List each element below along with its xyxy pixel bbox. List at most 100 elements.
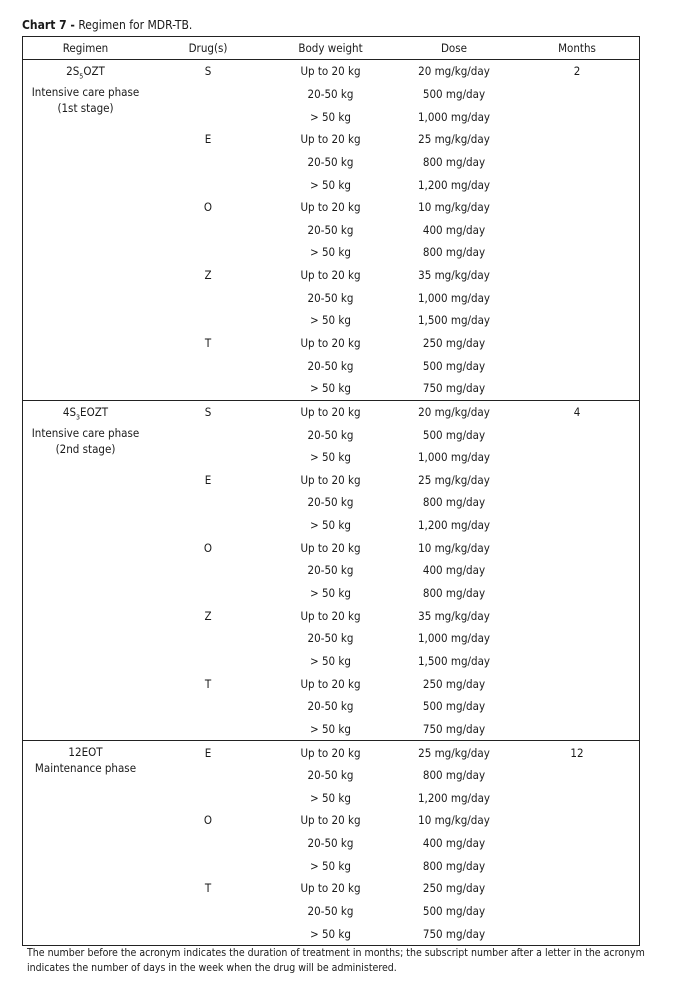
table-row: 20-50 kg 800 mg/day [23,764,639,787]
table-row: > 50 kg 1,200 mg/day [23,514,639,537]
months-cell: 4 [573,404,581,419]
table-row: > 50 kg 750 mg/day [23,377,639,400]
dose-cell: 20 mg/kg/day [418,64,490,79]
drug-cell: E [204,745,212,760]
months-cell: 12 [570,745,584,760]
table-row: 20-50 kg 1,000 mg/day [23,286,639,309]
drug-cell: E [204,472,212,487]
body-weight-cell: 20-50 kg [307,358,354,373]
header-dose: Dose [440,41,468,55]
body-weight-cell: 20-50 kg [307,768,354,783]
regimen-section: 2S5OZT Intensive care phase (1st stage) S Up… [23,60,639,401]
table-row: 20-50 kg 400 mg/day [23,559,639,582]
body-weight-cell: 20-50 kg [307,631,354,646]
dose-cell: 400 mg/day [422,563,486,578]
body-weight-cell: > 50 kg [310,245,351,260]
drug-cell: S [204,64,212,79]
regimen-prefix: 2S [66,64,80,78]
table-row: T Up to 20 kg 250 mg/day [23,877,639,900]
dose-cell: 1,500 mg/day [417,653,491,668]
table-row: Z Up to 20 kg 35 mg/kg/day [23,264,639,287]
dose-cell: 800 mg/day [422,586,486,601]
table-row: E Up to 20 kg 25 mg/kg/day 12 [23,741,639,764]
body-weight-cell: 20-50 kg [307,904,354,919]
dose-cell: 25 mg/kg/day [418,472,490,487]
body-weight-cell: Up to 20 kg [300,132,361,147]
dose-cell: 250 mg/day [422,881,486,896]
dose-cell: 800 mg/day [422,245,486,260]
dose-cell: 25 mg/kg/day [418,132,490,147]
regimen-subscript: 5 [79,72,84,81]
body-weight-cell: 20-50 kg [307,563,354,578]
months-cell: 2 [573,64,581,79]
table-header: Regimen Drug(s) Body weight Dose Months [23,37,639,60]
dose-cell: 1,000 mg/day [417,109,491,124]
body-weight-cell: Up to 20 kg [300,64,361,79]
table-row: > 50 kg 800 mg/day [23,241,639,264]
dose-cell: 500 mg/day [422,427,486,442]
dose-cell: 1,000 mg/day [417,290,491,305]
dose-cell: 750 mg/day [422,721,486,736]
table-row: 20-50 kg 400 mg/day [23,832,639,855]
body-weight-cell: 20-50 kg [307,495,354,510]
dose-cell: 800 mg/day [422,858,486,873]
table-row: T Up to 20 kg 250 mg/day [23,672,639,695]
body-weight-cell: > 50 kg [310,653,351,668]
table-row: > 50 kg 800 mg/day [23,854,639,877]
body-weight-cell: > 50 kg [310,926,351,941]
body-weight-cell: Up to 20 kg [300,745,361,760]
dose-cell: 1,000 mg/day [417,631,491,646]
dose-cell: 250 mg/day [422,336,486,350]
body-weight-cell: > 50 kg [310,109,351,124]
regimen-phase: Maintenance phase [34,761,137,776]
regimen-phase: Intensive care phase [31,425,140,440]
drug-cell: O [203,200,213,215]
header-drugs: Drug(s) [188,41,228,55]
drug-cell: Z [204,268,212,283]
table-row: > 50 kg 1,000 mg/day [23,105,639,128]
body-weight-cell: > 50 kg [310,450,351,465]
body-weight-cell: > 50 kg [310,518,351,533]
body-weight-cell: Up to 20 kg [300,540,361,555]
chart-caption: Regimen for MDR-TB. [78,18,193,32]
drug-cell: T [204,336,212,350]
header-body-weight: Body weight [298,41,363,55]
table-row: > 50 kg 1,200 mg/day [23,787,639,810]
body-weight-cell: > 50 kg [310,177,351,192]
table-row: T Up to 20 kg 250 mg/day [23,332,639,355]
table-row: 20-50 kg 500 mg/day [23,354,639,377]
dose-cell: 500 mg/day [422,904,486,919]
body-weight-cell: Up to 20 kg [300,472,361,487]
dose-cell: 1,200 mg/day [417,518,491,533]
table-row: > 50 kg 1,000 mg/day [23,446,639,469]
body-weight-cell: Up to 20 kg [300,608,361,623]
body-weight-cell: 20-50 kg [307,699,354,714]
regimen-section: 4S3EOZT Intensive care phase (2nd stage) S U… [23,401,639,742]
table-row: > 50 kg 1,500 mg/day [23,650,639,673]
dose-cell: 1,000 mg/day [417,450,491,465]
table-row: 20-50 kg 1,000 mg/day [23,627,639,650]
regimen-subscript: 3 [76,412,81,421]
regimen-prefix: 4S [62,404,77,419]
table-row: E Up to 20 kg 25 mg/kg/day [23,128,639,151]
regimen-cell: 2S5OZT Intensive care phase (1st stage) [23,63,148,116]
regimen-code: 4S3EOZT [23,404,148,425]
header-regimen: Regimen [62,41,109,55]
drug-cell: T [204,676,212,691]
table-row: O Up to 20 kg 10 mg/kg/day [23,809,639,832]
dose-cell: 500 mg/day [422,358,486,373]
dose-cell: 500 mg/day [422,86,486,101]
regimen-prefix: 12EOT [68,745,103,760]
body-weight-cell: > 50 kg [310,721,351,736]
table-row: > 50 kg 800 mg/day [23,582,639,605]
chart-title: Chart 7 - Regimen for MDR-TB. [22,18,192,32]
body-weight-cell: 20-50 kg [307,290,354,305]
table-row: E Up to 20 kg 25 mg/kg/day [23,469,639,492]
table-row: O Up to 20 kg 10 mg/kg/day [23,196,639,219]
dose-cell: 800 mg/day [422,768,486,783]
dose-cell: 10 mg/kg/day [418,540,490,555]
footnote: The number before the acronym indicates … [27,947,645,974]
regimen-cell: 12EOT Maintenance phase [23,744,148,776]
regimen-code: 2S5OZT [23,63,148,84]
body-weight-cell: Up to 20 kg [300,881,361,896]
